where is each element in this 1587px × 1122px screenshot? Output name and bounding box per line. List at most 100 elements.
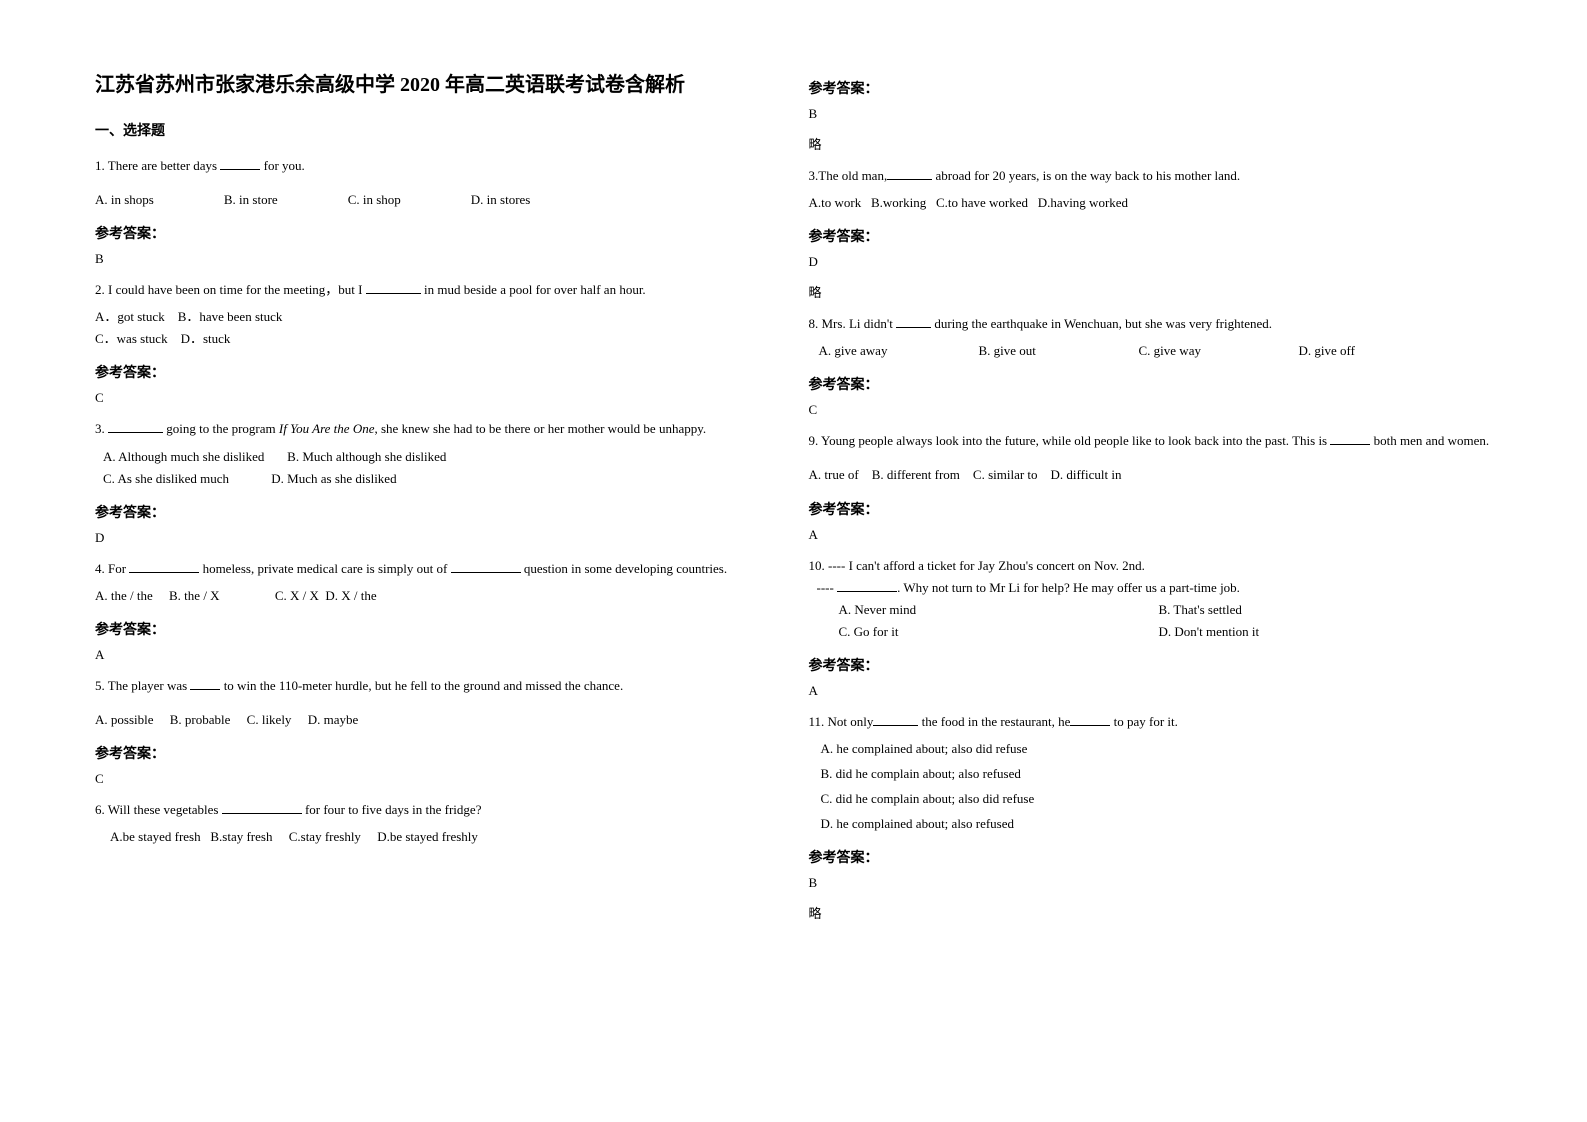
- blank: [129, 560, 199, 573]
- q9-t1: 9. Young people always look into the fut…: [809, 433, 1331, 448]
- q11-a: A. he complained about; also did refuse: [809, 738, 1493, 760]
- q11-c: C. did he complain about; also did refus…: [809, 788, 1493, 810]
- q5-c: C. likely: [247, 712, 292, 727]
- q7-post: abroad for 20 years, is on the way back …: [932, 168, 1240, 183]
- q4-a: A. the / the: [95, 588, 153, 603]
- q6-d: D.be stayed freshly: [377, 829, 478, 844]
- q9-d: D. difficult in: [1051, 467, 1122, 482]
- q2-pre: 2. I could have been on time for the mee…: [95, 282, 366, 297]
- blank: [1070, 713, 1110, 726]
- q4-mid: homeless, private medical care is simply…: [199, 561, 450, 576]
- q6-b: B.stay fresh: [210, 829, 272, 844]
- blank: [1330, 432, 1370, 445]
- q4-pre: 4. For: [95, 561, 129, 576]
- q7-c: C.to have worked: [936, 195, 1028, 210]
- q10-c: C. Go for it: [839, 621, 1159, 643]
- q10-answer: A: [809, 683, 1493, 699]
- q8-d: D. give off: [1299, 340, 1355, 362]
- q2-c: C．was stuck: [95, 331, 168, 346]
- answer-label: 参考答案：: [95, 743, 779, 763]
- q5-post: to win the 110-meter hurdle, but he fell…: [220, 678, 623, 693]
- q5-d: D. maybe: [308, 712, 359, 727]
- answer-label: 参考答案：: [95, 362, 779, 382]
- q3-b: B. Much although she disliked: [287, 449, 446, 464]
- omit: 略: [809, 134, 1493, 153]
- blank: [837, 579, 897, 592]
- q1-pre: 1. There are better days: [95, 158, 220, 173]
- q11-b: B. did he complain about; also refused: [809, 763, 1493, 785]
- q6-a: A.be stayed fresh: [110, 829, 201, 844]
- q5-answer: C: [95, 771, 779, 787]
- q7-d: D.having worked: [1038, 195, 1128, 210]
- question-4: 4. For homeless, private medical care is…: [95, 558, 779, 607]
- q3-post: , she knew she had to be there or her mo…: [374, 421, 706, 436]
- omit: 略: [809, 282, 1493, 301]
- q2-answer: C: [95, 390, 779, 406]
- q3-pre: 3.: [95, 421, 108, 436]
- q10-d: D. Don't mention it: [1159, 621, 1260, 643]
- q7-answer: D: [809, 254, 1493, 270]
- question-7: 3.The old man, abroad for 20 years, is o…: [809, 165, 1493, 214]
- blank: [896, 315, 931, 328]
- q1-post: for you.: [260, 158, 304, 173]
- question-10: 10. ---- I can't afford a ticket for Jay…: [809, 555, 1493, 643]
- q2-d: D．stuck: [181, 331, 231, 346]
- question-6: 6. Will these vegetables for four to fiv…: [95, 799, 779, 848]
- question-3: 3. going to the program If You Are the O…: [95, 418, 779, 489]
- q7-pre: 3.The old man,: [809, 168, 888, 183]
- q10-b: B. That's settled: [1159, 599, 1242, 621]
- question-2: 2. I could have been on time for the mee…: [95, 279, 779, 350]
- q6-answer: B: [809, 106, 1493, 122]
- answer-label: 参考答案：: [95, 619, 779, 639]
- q7-a: A.to work: [809, 195, 862, 210]
- question-5: 5. The player was to win the 110-meter h…: [95, 675, 779, 697]
- q11-mid: the food in the restaurant, he: [918, 714, 1070, 729]
- q11-pre: 11. Not only: [809, 714, 874, 729]
- q10-t2post: . Why not turn to Mr Li for help? He may…: [897, 580, 1240, 595]
- blank: [220, 157, 260, 170]
- q3-a: A. Although much she disliked: [103, 449, 264, 464]
- blank: [887, 167, 932, 180]
- blank: [222, 801, 302, 814]
- q8-answer: C: [809, 402, 1493, 418]
- q5-pre: 5. The player was: [95, 678, 190, 693]
- q1-b: B. in store: [224, 189, 278, 211]
- blank: [366, 281, 421, 294]
- q1-c: C. in shop: [348, 189, 401, 211]
- q8-b: B. give out: [979, 340, 1139, 362]
- q9-b: B. different from: [872, 467, 960, 482]
- blank: [190, 677, 220, 690]
- q4-c: C. X / X: [275, 588, 319, 603]
- answer-label: 参考答案：: [809, 374, 1493, 394]
- q5-options: A. possible B. probable C. likely D. may…: [95, 709, 779, 731]
- q8-post: during the earthquake in Wenchuan, but s…: [931, 316, 1272, 331]
- q9-c: C. similar to: [973, 467, 1038, 482]
- answer-label: 参考答案：: [809, 847, 1493, 867]
- question-8: 8. Mrs. Li didn't during the earthquake …: [809, 313, 1493, 362]
- answer-label: 参考答案：: [809, 78, 1493, 98]
- section-header: 一、选择题: [95, 120, 779, 140]
- q4-post: question in some developing countries.: [521, 561, 728, 576]
- question-1: 1. There are better days for you.: [95, 155, 779, 177]
- q3-mid: going to the program: [163, 421, 279, 436]
- q3-answer: D: [95, 530, 779, 546]
- q7-b: B.working: [871, 195, 926, 210]
- answer-label: 参考答案：: [95, 502, 779, 522]
- q3-c: C. As she disliked much: [103, 471, 229, 486]
- q9-options: A. true of B. different from C. similar …: [809, 464, 1493, 486]
- q10-t2pre: ----: [817, 580, 838, 595]
- q10-t1: 10. ---- I can't afford a ticket for Jay…: [809, 555, 1493, 577]
- q1-answer: B: [95, 251, 779, 267]
- exam-title: 江苏省苏州市张家港乐余高级中学 2020 年高二英语联考试卷含解析: [95, 70, 779, 100]
- blank: [451, 560, 521, 573]
- answer-label: 参考答案：: [809, 655, 1493, 675]
- blank: [873, 713, 918, 726]
- q6-c: C.stay freshly: [289, 829, 361, 844]
- q4-answer: A: [95, 647, 779, 663]
- q3-d: D. Much as she disliked: [271, 471, 396, 486]
- answer-label: 参考答案：: [95, 223, 779, 243]
- q6-post: for four to five days in the fridge?: [302, 802, 482, 817]
- q1-a: A. in shops: [95, 189, 154, 211]
- q10-a: A. Never mind: [839, 599, 1159, 621]
- q11-d: D. he complained about; also refused: [809, 813, 1493, 835]
